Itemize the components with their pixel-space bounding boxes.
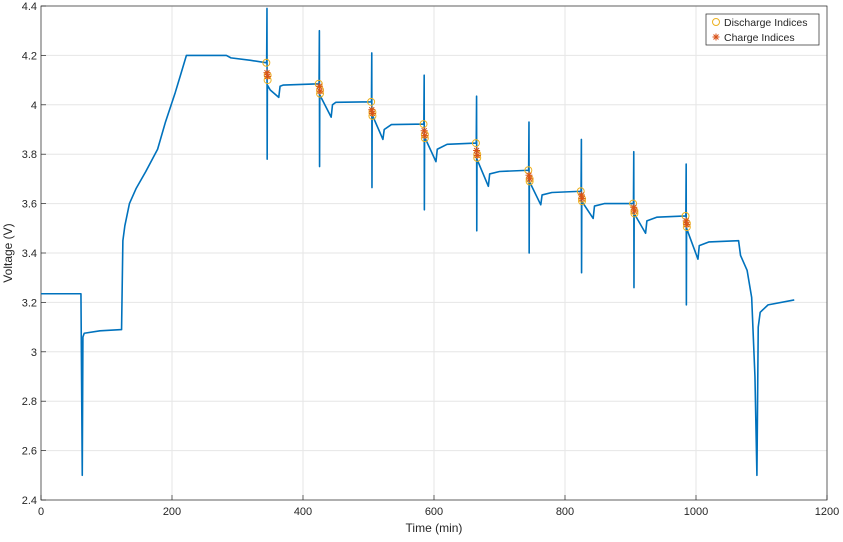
legend-discharge-label: Discharge Indices — [724, 17, 807, 29]
discharge-marker — [262, 58, 271, 67]
charge-marker — [683, 221, 691, 229]
charge-marker — [526, 175, 534, 183]
voltage-line — [41, 7, 795, 477]
discharge-marker — [367, 97, 376, 106]
grid — [40, 5, 828, 501]
y-tick-label: 4.4 — [22, 1, 37, 13]
x-tick-label: 200 — [163, 506, 181, 518]
x-tick-label: 600 — [425, 506, 443, 518]
discharge-marker — [524, 166, 533, 175]
y-tick-label: 2.4 — [22, 495, 37, 507]
x-tick-label: 400 — [294, 506, 312, 518]
y-tick-label: 3.6 — [22, 199, 37, 211]
charge-marker — [316, 87, 324, 95]
charge-marker — [473, 146, 481, 154]
y-tick-label: 3 — [31, 347, 37, 359]
charge-marker — [473, 151, 481, 159]
discharge-marker — [681, 211, 690, 220]
charge-marker — [264, 72, 272, 80]
legend-box — [705, 13, 820, 46]
y-tick-label: 3.4 — [22, 248, 37, 260]
legend-discharge-icon — [712, 18, 720, 26]
charge-marker — [421, 132, 429, 140]
y-axis-label: Voltage (V) — [1, 223, 15, 282]
y-tick-label: 3.8 — [22, 149, 37, 161]
discharge-marker — [419, 120, 428, 129]
y-axis: 2.4 2.6 2.8 3 3.2 3.4 3.6 3.8 4 4.2 4.4 — [22, 1, 46, 507]
x-tick-label: 0 — [38, 506, 44, 518]
y-tick-label: 4 — [31, 100, 37, 112]
x-axis-label: Time (min) — [406, 521, 463, 535]
x-tick-label: 1200 — [815, 506, 839, 518]
marker-layer — [262, 58, 691, 232]
charge-marker — [368, 109, 376, 117]
discharge-marker — [471, 139, 480, 148]
charge-marker — [420, 127, 428, 135]
series-layer — [41, 7, 795, 477]
y-tick-label: 4.2 — [22, 50, 37, 62]
x-tick-label: 1000 — [684, 506, 708, 518]
x-axis: 0 200 400 600 800 1000 1200 — [38, 495, 839, 518]
x-tick-label: 800 — [556, 506, 574, 518]
legend: Discharge Indices Charge Indices — [705, 13, 820, 46]
y-tick-label: 2.8 — [22, 396, 37, 408]
y-tick-label: 2.6 — [22, 446, 37, 458]
charge-marker — [315, 82, 323, 90]
y-tick-label: 3.2 — [22, 297, 37, 309]
legend-charge-icon — [712, 33, 720, 41]
charge-marker — [578, 195, 586, 203]
legend-charge-label: Charge Indices — [724, 32, 795, 44]
charge-marker — [630, 207, 638, 215]
